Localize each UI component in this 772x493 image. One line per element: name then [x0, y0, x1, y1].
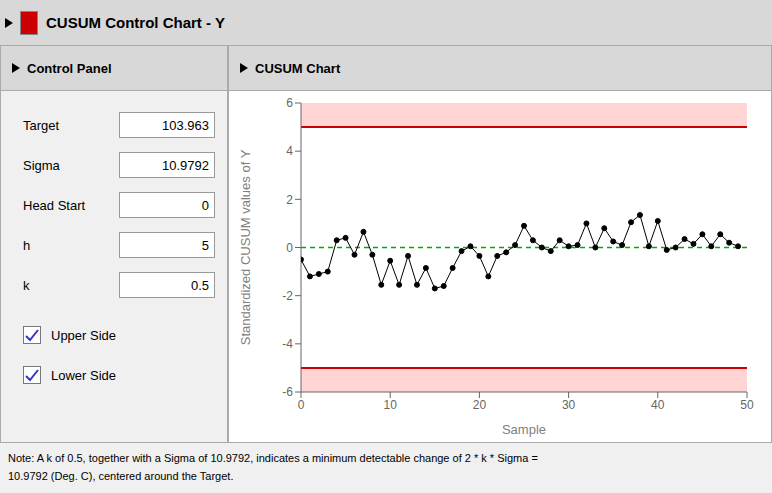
html-text:Lower Side: Lower Side	[51, 367, 116, 383]
svg-text:0: 0	[298, 398, 305, 412]
svg-text:10: 10	[384, 398, 398, 412]
html-text:10.9792: 10.9792	[162, 157, 209, 173]
svg-text:40: 40	[651, 398, 665, 412]
html-text:Head Start: Head Start	[23, 197, 86, 213]
html-text:Target: Target	[23, 117, 60, 133]
html-text:k: k	[23, 277, 30, 293]
svg-text:Sample: Sample	[502, 422, 546, 437]
svg-text:50: 50	[740, 398, 754, 412]
svg-text:Standardized CUSUM values of Y: Standardized CUSUM values of Y	[238, 149, 253, 345]
html-text:Note: A k of 0.5, together wit: Note: A k of 0.5, together with a Sigma …	[8, 452, 538, 464]
html-text:Control Panel: Control Panel	[27, 60, 112, 76]
html-text:Upper Side: Upper Side	[51, 327, 116, 343]
html-text:0.5: 0.5	[190, 277, 209, 293]
html-text:103.963: 103.963	[162, 117, 209, 133]
svg-text:-4: -4	[282, 337, 293, 351]
svg-text:0: 0	[286, 241, 293, 255]
svg-text:-2: -2	[282, 289, 293, 303]
svg-text:20: 20	[473, 398, 487, 412]
html-text:0: 0	[201, 197, 209, 213]
svg-text:2: 2	[286, 193, 293, 207]
svg-text:-6: -6	[282, 385, 293, 399]
svg-text:6: 6	[286, 96, 293, 110]
html-text:h: h	[23, 237, 31, 253]
html-text:10.9792 (Deg. C), centered aro: 10.9792 (Deg. C), centered around the Ta…	[8, 470, 234, 482]
html-text:CUSUM Chart: CUSUM Chart	[255, 60, 341, 76]
html-text:Sigma: Sigma	[23, 157, 60, 173]
html-text:CUSUM Control Chart - Y: CUSUM Control Chart - Y	[46, 14, 225, 31]
html-text:5: 5	[201, 237, 209, 253]
svg-text:30: 30	[562, 398, 576, 412]
svg-text:4: 4	[286, 144, 293, 158]
